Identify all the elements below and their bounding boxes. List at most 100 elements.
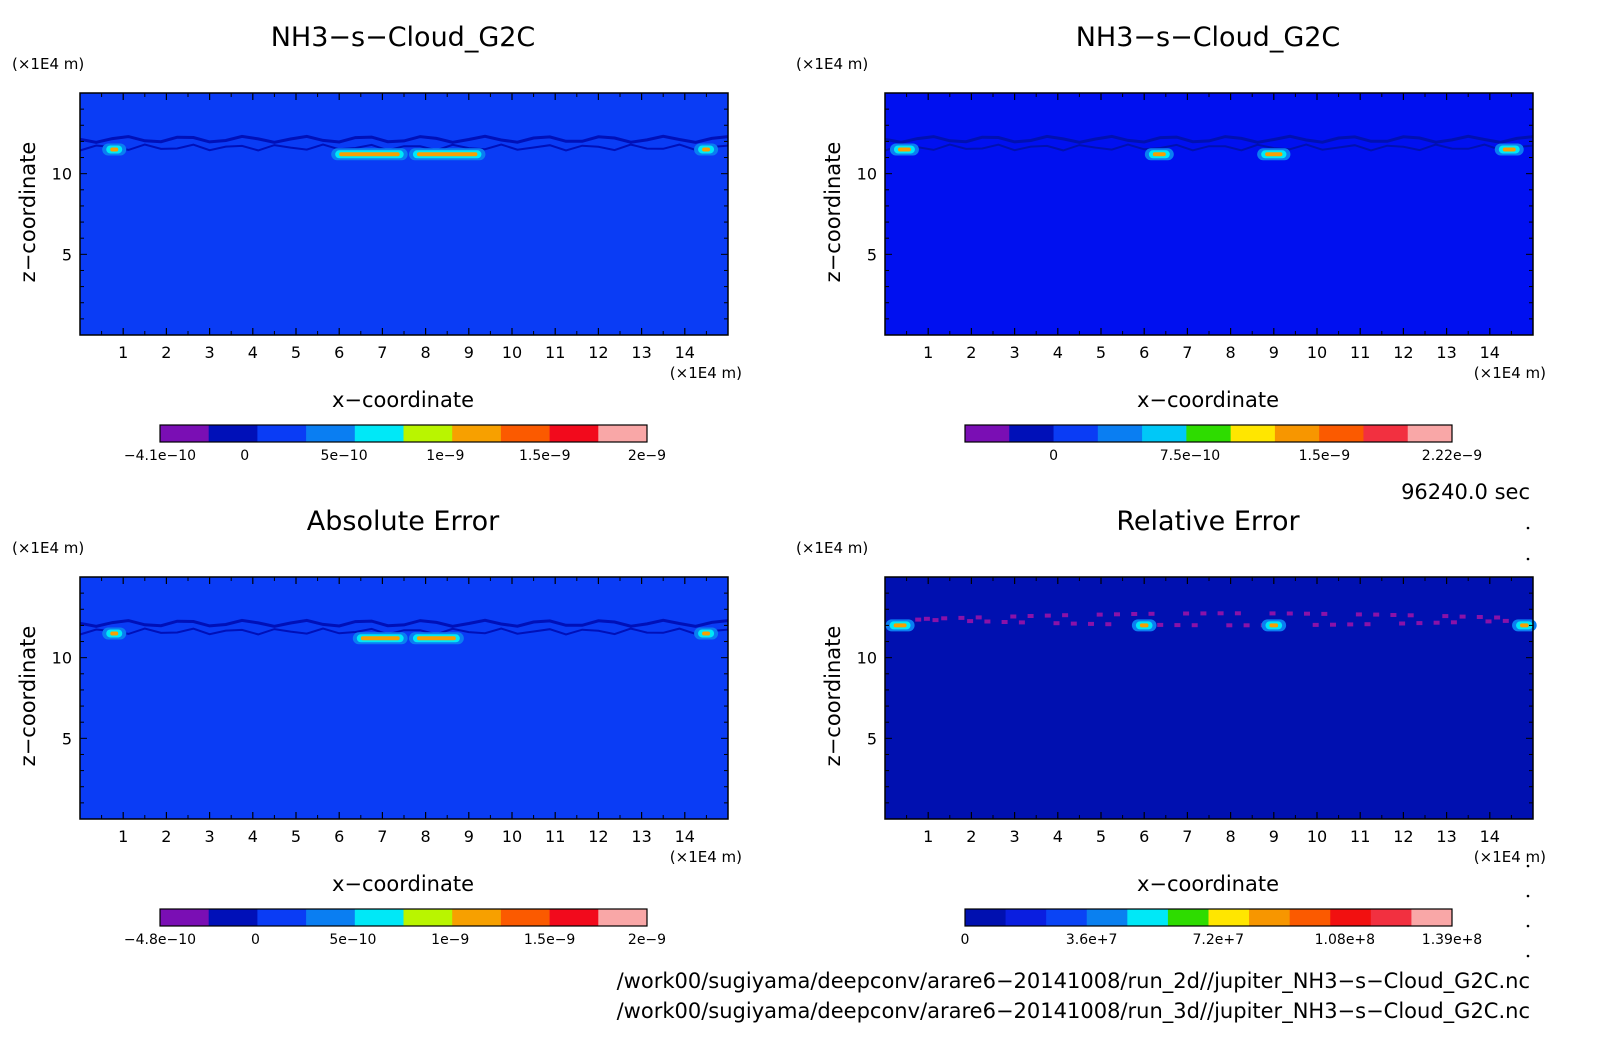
margin-dot: [1526, 954, 1530, 958]
cloud-core-peak: [1265, 152, 1283, 157]
cloud-core-peak: [1502, 147, 1516, 152]
colorbar-segment: [598, 425, 648, 442]
colorbar-segment: [452, 909, 502, 926]
colorbar-segment: [208, 425, 258, 442]
colorbar-label: 1.5e−9: [519, 448, 571, 464]
cloud-layer-contour: [884, 143, 1534, 152]
x-tick-label: 8: [1226, 343, 1236, 362]
x-tick-label: 13: [631, 343, 651, 362]
x-tick-label: 5: [291, 827, 301, 846]
error-speckle: [1088, 621, 1094, 626]
z-unit-label: (×1E4 m): [796, 55, 868, 73]
x-tick-label: 12: [1393, 827, 1413, 846]
colorbar-frame: [159, 908, 648, 927]
colorbar-segment: [1009, 425, 1055, 442]
error-speckle: [1269, 611, 1276, 616]
x-tick-label: 8: [1226, 827, 1236, 846]
cloud-core-peak: [897, 147, 911, 152]
y-tick-label: 10: [857, 165, 877, 184]
error-speckle: [1157, 622, 1164, 627]
colorbar-segment: [160, 909, 210, 926]
colorbar: 0 3.6e+7 7.2e+7 1.08e+8 1.39e+8: [961, 908, 1482, 948]
error-speckle: [1131, 612, 1138, 616]
cloud-core-peak: [893, 623, 907, 628]
error-speckle: [1442, 614, 1449, 619]
file-path-2d: /work00/sugiyama/deepconv/arare6−2014100…: [617, 969, 1530, 994]
x-tick-label: 2: [161, 827, 171, 846]
error-speckle: [1001, 620, 1008, 624]
error-speckle: [1243, 623, 1250, 628]
cloud-layer-contour: [79, 134, 729, 144]
error-speckle: [932, 618, 939, 623]
field-background: [80, 577, 728, 819]
colorbar-segment: [1274, 425, 1320, 442]
cloud-core-peak: [1152, 152, 1166, 157]
x-tick-label: 9: [1269, 343, 1279, 362]
colorbar-segment: [1230, 425, 1276, 442]
error-speckle: [1494, 615, 1501, 620]
x-tick-label: 3: [1010, 343, 1020, 362]
x-tick-label: 1: [118, 827, 128, 846]
error-speckle: [1416, 621, 1423, 626]
colorbar-segment: [1142, 425, 1187, 442]
colorbar-segment: [1330, 909, 1372, 926]
x-tick-label: 12: [588, 827, 608, 846]
error-speckle: [1148, 611, 1155, 616]
colorbar-label: 0: [1049, 448, 1058, 464]
colorbar-segment: [306, 909, 356, 926]
error-speckle: [1450, 620, 1457, 625]
error-speckle: [1502, 618, 1509, 623]
x-tick-label: 4: [248, 343, 258, 362]
x-tick-label: 5: [1096, 343, 1106, 362]
colorbar-segment: [354, 909, 404, 926]
margin-dots: [1526, 526, 1530, 958]
error-speckle: [1373, 612, 1380, 617]
error-speckle: [984, 619, 991, 624]
x-tick-label: 6: [334, 827, 344, 846]
x-tick-label: 2: [966, 827, 976, 846]
x-tick-label: 6: [1139, 343, 1149, 362]
colorbar-segment: [1046, 909, 1088, 926]
error-speckle: [941, 616, 948, 621]
x-unit-label: (×1E4 m): [670, 364, 742, 382]
colorbar-label: 1e−9: [426, 448, 464, 464]
colorbar-segment: [1005, 909, 1047, 926]
error-speckle: [1390, 613, 1397, 617]
colorbar-segment: [354, 425, 404, 442]
time-label: 96240.0 sec: [1401, 480, 1530, 504]
cloud-core-peak: [702, 631, 711, 636]
colorbar-label: 5e−10: [321, 448, 368, 464]
panel-nh3-cloud-3d: NH3−s−Cloud_G2C (×1E4 m) 1 2 3 4 5 6 7 8 9 10 11 12…: [796, 22, 1546, 464]
error-speckle: [1114, 612, 1120, 617]
error-speckle: [975, 615, 982, 620]
colorbar-label: 0: [251, 932, 260, 948]
x-unit-label: (×1E4 m): [670, 848, 742, 866]
x-tick-label: 9: [464, 343, 474, 362]
x-tick-label: 6: [334, 343, 344, 362]
x-tick-label: 10: [502, 343, 522, 362]
x-tick-label: 7: [1182, 827, 1192, 846]
colorbar-segment: [1363, 425, 1409, 442]
margin-dot: [1526, 894, 1530, 898]
panel-relative-error: Relative Error (×1E4 m) 1 2 3 4 5 6 7 8 9 10 11 12 1…: [796, 506, 1546, 948]
error-speckle: [915, 617, 922, 622]
y-tick-label: 5: [867, 245, 877, 264]
x-tick-label: 6: [1139, 827, 1149, 846]
x-tick-label: 10: [502, 827, 522, 846]
cloud-core-peak: [702, 147, 711, 152]
y-tick-label: 5: [62, 729, 72, 748]
y-axis-label: z−coordinate: [16, 626, 40, 767]
error-speckle: [958, 615, 965, 620]
x-tick-label: 12: [1393, 343, 1413, 362]
x-axis-label: x−coordinate: [332, 872, 474, 896]
x-tick-label: 13: [631, 827, 651, 846]
x-tick-label: 2: [161, 343, 171, 362]
colorbar-frame: [964, 908, 1453, 927]
error-speckle: [1459, 614, 1466, 619]
colorbar-label: 5e−10: [329, 932, 376, 948]
colorbar-segment: [549, 909, 599, 926]
colorbar-label: −4.1e−10: [124, 448, 196, 464]
colorbar-label: 0: [961, 932, 970, 948]
colorbar-segment: [1208, 909, 1250, 926]
